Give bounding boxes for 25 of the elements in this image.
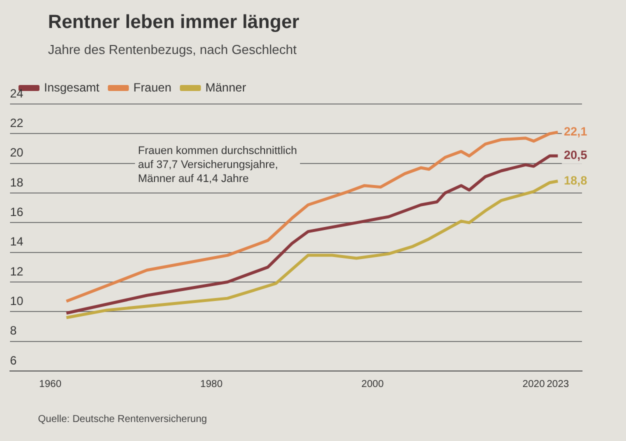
x-tick-label: 2020: [522, 378, 546, 390]
data-label: 20,5: [564, 148, 588, 162]
chart-subtitle: Jahre des Rentenbezugs, nach Geschlecht: [48, 42, 297, 57]
x-tick-label: 2023: [546, 378, 570, 390]
y-tick-label: 10: [10, 294, 24, 308]
y-tick-label: 8: [10, 324, 17, 338]
x-tick-label: 1980: [200, 378, 223, 390]
y-tick-label: 6: [10, 353, 17, 368]
annotation: Frauen kommen durchschnittlich auf 37,7 Versicherungsjahre, Männer auf 41,4 Jahre: [135, 143, 300, 187]
legend-label: Insgesamt: [44, 80, 100, 94]
chart-title: Rentner leben immer länger: [48, 12, 300, 34]
y-tick-label: 14: [10, 234, 24, 249]
legend-label: Männer: [205, 80, 246, 94]
legend-label: Frauen: [133, 80, 172, 94]
data-label: 22,1: [564, 124, 588, 138]
y-tick-label: 16: [10, 204, 24, 219]
x-tick-label: 1960: [39, 378, 62, 390]
source-note: Quelle: Deutsche Rentenversicherung: [38, 414, 207, 425]
y-tick-label: 24: [10, 86, 24, 100]
y-tick-label: 18: [10, 175, 24, 190]
x-tick-label: 2000: [361, 378, 384, 390]
y-tick-label: 22: [10, 116, 24, 130]
y-tick-label: 20: [10, 146, 24, 160]
y-tick-label: 12: [10, 264, 24, 278]
data-label: 18,8: [564, 173, 588, 188]
